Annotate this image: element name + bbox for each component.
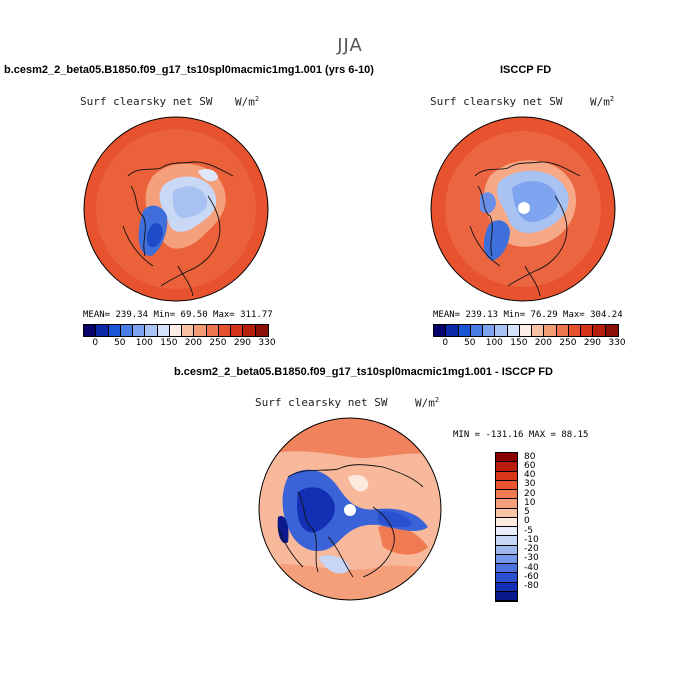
colorbar-swatch — [169, 325, 183, 336]
panel1-units: W/m2 — [235, 95, 260, 109]
colorbar-tick-label: 30 — [524, 479, 536, 490]
panel2-polar-map — [430, 116, 616, 302]
colorbar-tick-label: 250 — [209, 338, 227, 348]
colorbar-tick-label: 60 — [524, 460, 536, 471]
colorbar-tick-label: 150 — [510, 338, 528, 348]
colorbar-swatch — [206, 325, 219, 336]
colorbar-swatch — [496, 564, 517, 574]
colorbar-swatch — [157, 325, 170, 336]
colorbar-tick-label: 10 — [524, 497, 536, 508]
colorbar-tick-label: -60 — [524, 571, 539, 582]
colorbar-tick-label: 0 — [92, 338, 99, 348]
colorbar-swatch — [145, 325, 158, 336]
colorbar-swatch — [581, 325, 594, 336]
panel3-polar-map — [258, 417, 442, 601]
colorbar-swatch — [255, 325, 268, 336]
colorbar-swatch — [496, 453, 517, 463]
colorbar-tick-label: 290 — [233, 338, 252, 348]
panel2-stats: MEAN= 239.13 Min= 76.29 Max= 304.24 — [433, 310, 623, 320]
panel3-units: W/m2 — [415, 396, 440, 410]
colorbar-tick-label: -80 — [524, 581, 539, 592]
colorbar-tick-label: 200 — [184, 338, 202, 348]
colorbar-tick-label: 150 — [160, 338, 178, 348]
colorbar-tick-label: 40 — [524, 470, 536, 481]
colorbar-swatch — [470, 325, 484, 336]
colorbar-tick-label: 100 — [485, 338, 503, 348]
panel1-title: b.cesm2_2_beta05.B1850.f09_g17_ts10spl0m… — [4, 64, 374, 76]
colorbar-tick-label: 290 — [583, 338, 602, 348]
colorbar-swatch — [133, 325, 146, 336]
panel1-polar-map — [83, 116, 269, 302]
colorbar-tick-label: 0 — [442, 338, 449, 348]
colorbar-swatch — [434, 325, 447, 336]
colorbar-tick-label: 330 — [608, 338, 626, 348]
colorbar-swatch — [108, 325, 121, 336]
panel2-colorbar — [433, 324, 619, 337]
panel3-title: b.cesm2_2_beta05.B1850.f09_g17_ts10spl0m… — [174, 366, 553, 378]
colorbar-swatch — [496, 490, 517, 500]
colorbar-tick-label: 0 — [524, 516, 530, 527]
colorbar-tick-label: 50 — [464, 338, 476, 348]
colorbar-swatch — [218, 325, 232, 336]
colorbar-swatch — [496, 462, 517, 472]
figure-title: JJA — [337, 35, 363, 56]
colorbar-tick-label: 20 — [524, 488, 536, 499]
colorbar-swatch — [458, 325, 471, 336]
colorbar-tick-label: 5 — [524, 507, 530, 518]
panel2-field-label: Surf clearsky net SW — [430, 95, 563, 108]
colorbar-swatch — [96, 325, 109, 336]
colorbar-swatch — [519, 325, 533, 336]
colorbar-tick-label: 50 — [114, 338, 126, 348]
colorbar-swatch — [243, 325, 256, 336]
colorbar-swatch — [496, 471, 517, 481]
colorbar-swatch — [446, 325, 459, 336]
colorbar-swatch — [120, 325, 134, 336]
colorbar-tick-label: -10 — [524, 534, 539, 545]
colorbar-swatch — [496, 517, 517, 527]
colorbar-swatch — [194, 325, 207, 336]
panel1-stats: MEAN= 239.34 Min= 69.50 Max= 311.77 — [83, 310, 273, 320]
colorbar-swatch — [496, 536, 517, 546]
colorbar-swatch — [496, 582, 517, 592]
colorbar-tick-label: -20 — [524, 544, 539, 555]
colorbar-swatch — [496, 499, 517, 509]
colorbar-swatch — [605, 325, 618, 336]
colorbar-swatch — [556, 325, 569, 336]
colorbar-swatch — [495, 325, 508, 336]
colorbar-swatch — [532, 325, 545, 336]
colorbar-swatch — [84, 325, 97, 336]
colorbar-swatch — [544, 325, 557, 336]
colorbar-tick-label: 80 — [524, 451, 536, 462]
panel3-field-label: Surf clearsky net SW — [255, 396, 388, 409]
colorbar-tick-label: -30 — [524, 553, 539, 564]
panel3-colorbar — [495, 452, 518, 602]
colorbar-swatch — [483, 325, 496, 336]
colorbar-tick-label: -40 — [524, 562, 539, 573]
colorbar-tick-label: 250 — [559, 338, 577, 348]
panel2-title: ISCCP FD — [500, 64, 552, 76]
panel3-stats: MIN = -131.16 MAX = 88.15 — [453, 430, 589, 440]
colorbar-swatch — [507, 325, 520, 336]
colorbar-swatch — [496, 545, 517, 555]
colorbar-swatch — [496, 480, 517, 490]
colorbar-tick-label: 200 — [534, 338, 552, 348]
colorbar-swatch — [593, 325, 606, 336]
colorbar-tick-label: 100 — [135, 338, 153, 348]
colorbar-swatch — [496, 573, 517, 583]
colorbar-swatch — [496, 527, 517, 537]
colorbar-swatch — [182, 325, 195, 336]
colorbar-swatch — [496, 591, 517, 601]
colorbar-swatch — [231, 325, 244, 336]
colorbar-swatch — [496, 554, 517, 564]
panel2-units: W/m2 — [590, 95, 615, 109]
colorbar-tick-label: 330 — [258, 338, 276, 348]
colorbar-swatch — [568, 325, 582, 336]
colorbar-tick-label: -5 — [524, 525, 533, 536]
colorbar-swatch — [496, 508, 517, 518]
panel1-field-label: Surf clearsky net SW — [80, 95, 213, 108]
panel1-colorbar — [83, 324, 269, 337]
